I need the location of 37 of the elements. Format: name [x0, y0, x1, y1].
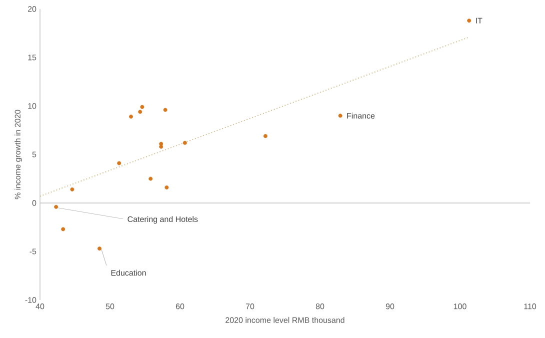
point [140, 104, 144, 109]
annotation: Catering and Hotels [128, 216, 198, 224]
y-tick-label: -10 [25, 297, 36, 303]
point [61, 227, 66, 232]
x-tick-label: 50 [106, 304, 114, 310]
y-tick-label: 10 [28, 103, 36, 109]
x-tick-label: 100 [454, 304, 466, 310]
x-tick-label: 70 [246, 304, 254, 310]
x-tick-label: 60 [176, 304, 184, 310]
point [138, 110, 142, 114]
y-tick-label: 20 [28, 6, 36, 12]
point [338, 114, 342, 118]
y-axis-title: % income growth in 2020 [14, 110, 22, 200]
annotation: Education [111, 270, 146, 276]
x-axis-title: 2020 income level RMB thousand [226, 317, 344, 323]
point [163, 108, 168, 112]
annotation: Finance [347, 112, 375, 119]
point [182, 140, 187, 145]
x-tick-label: 110 [524, 304, 536, 310]
point [263, 134, 268, 138]
y-tick-label: 0 [32, 200, 36, 206]
point [148, 176, 153, 181]
point [98, 246, 102, 251]
x-tick-label: 90 [386, 304, 394, 310]
x-tick-label: 40 [36, 304, 44, 310]
point [129, 114, 134, 119]
point [159, 144, 164, 149]
y-tick-label: 5 [32, 152, 36, 158]
point [467, 18, 472, 23]
y-tick-label: 15 [28, 54, 36, 60]
x-tick-label: 80 [316, 304, 324, 310]
point [164, 185, 169, 190]
point [70, 187, 74, 192]
annotation: IT [476, 18, 482, 24]
point [54, 204, 58, 209]
point [117, 161, 122, 166]
y-tick-label: -5 [30, 248, 36, 254]
